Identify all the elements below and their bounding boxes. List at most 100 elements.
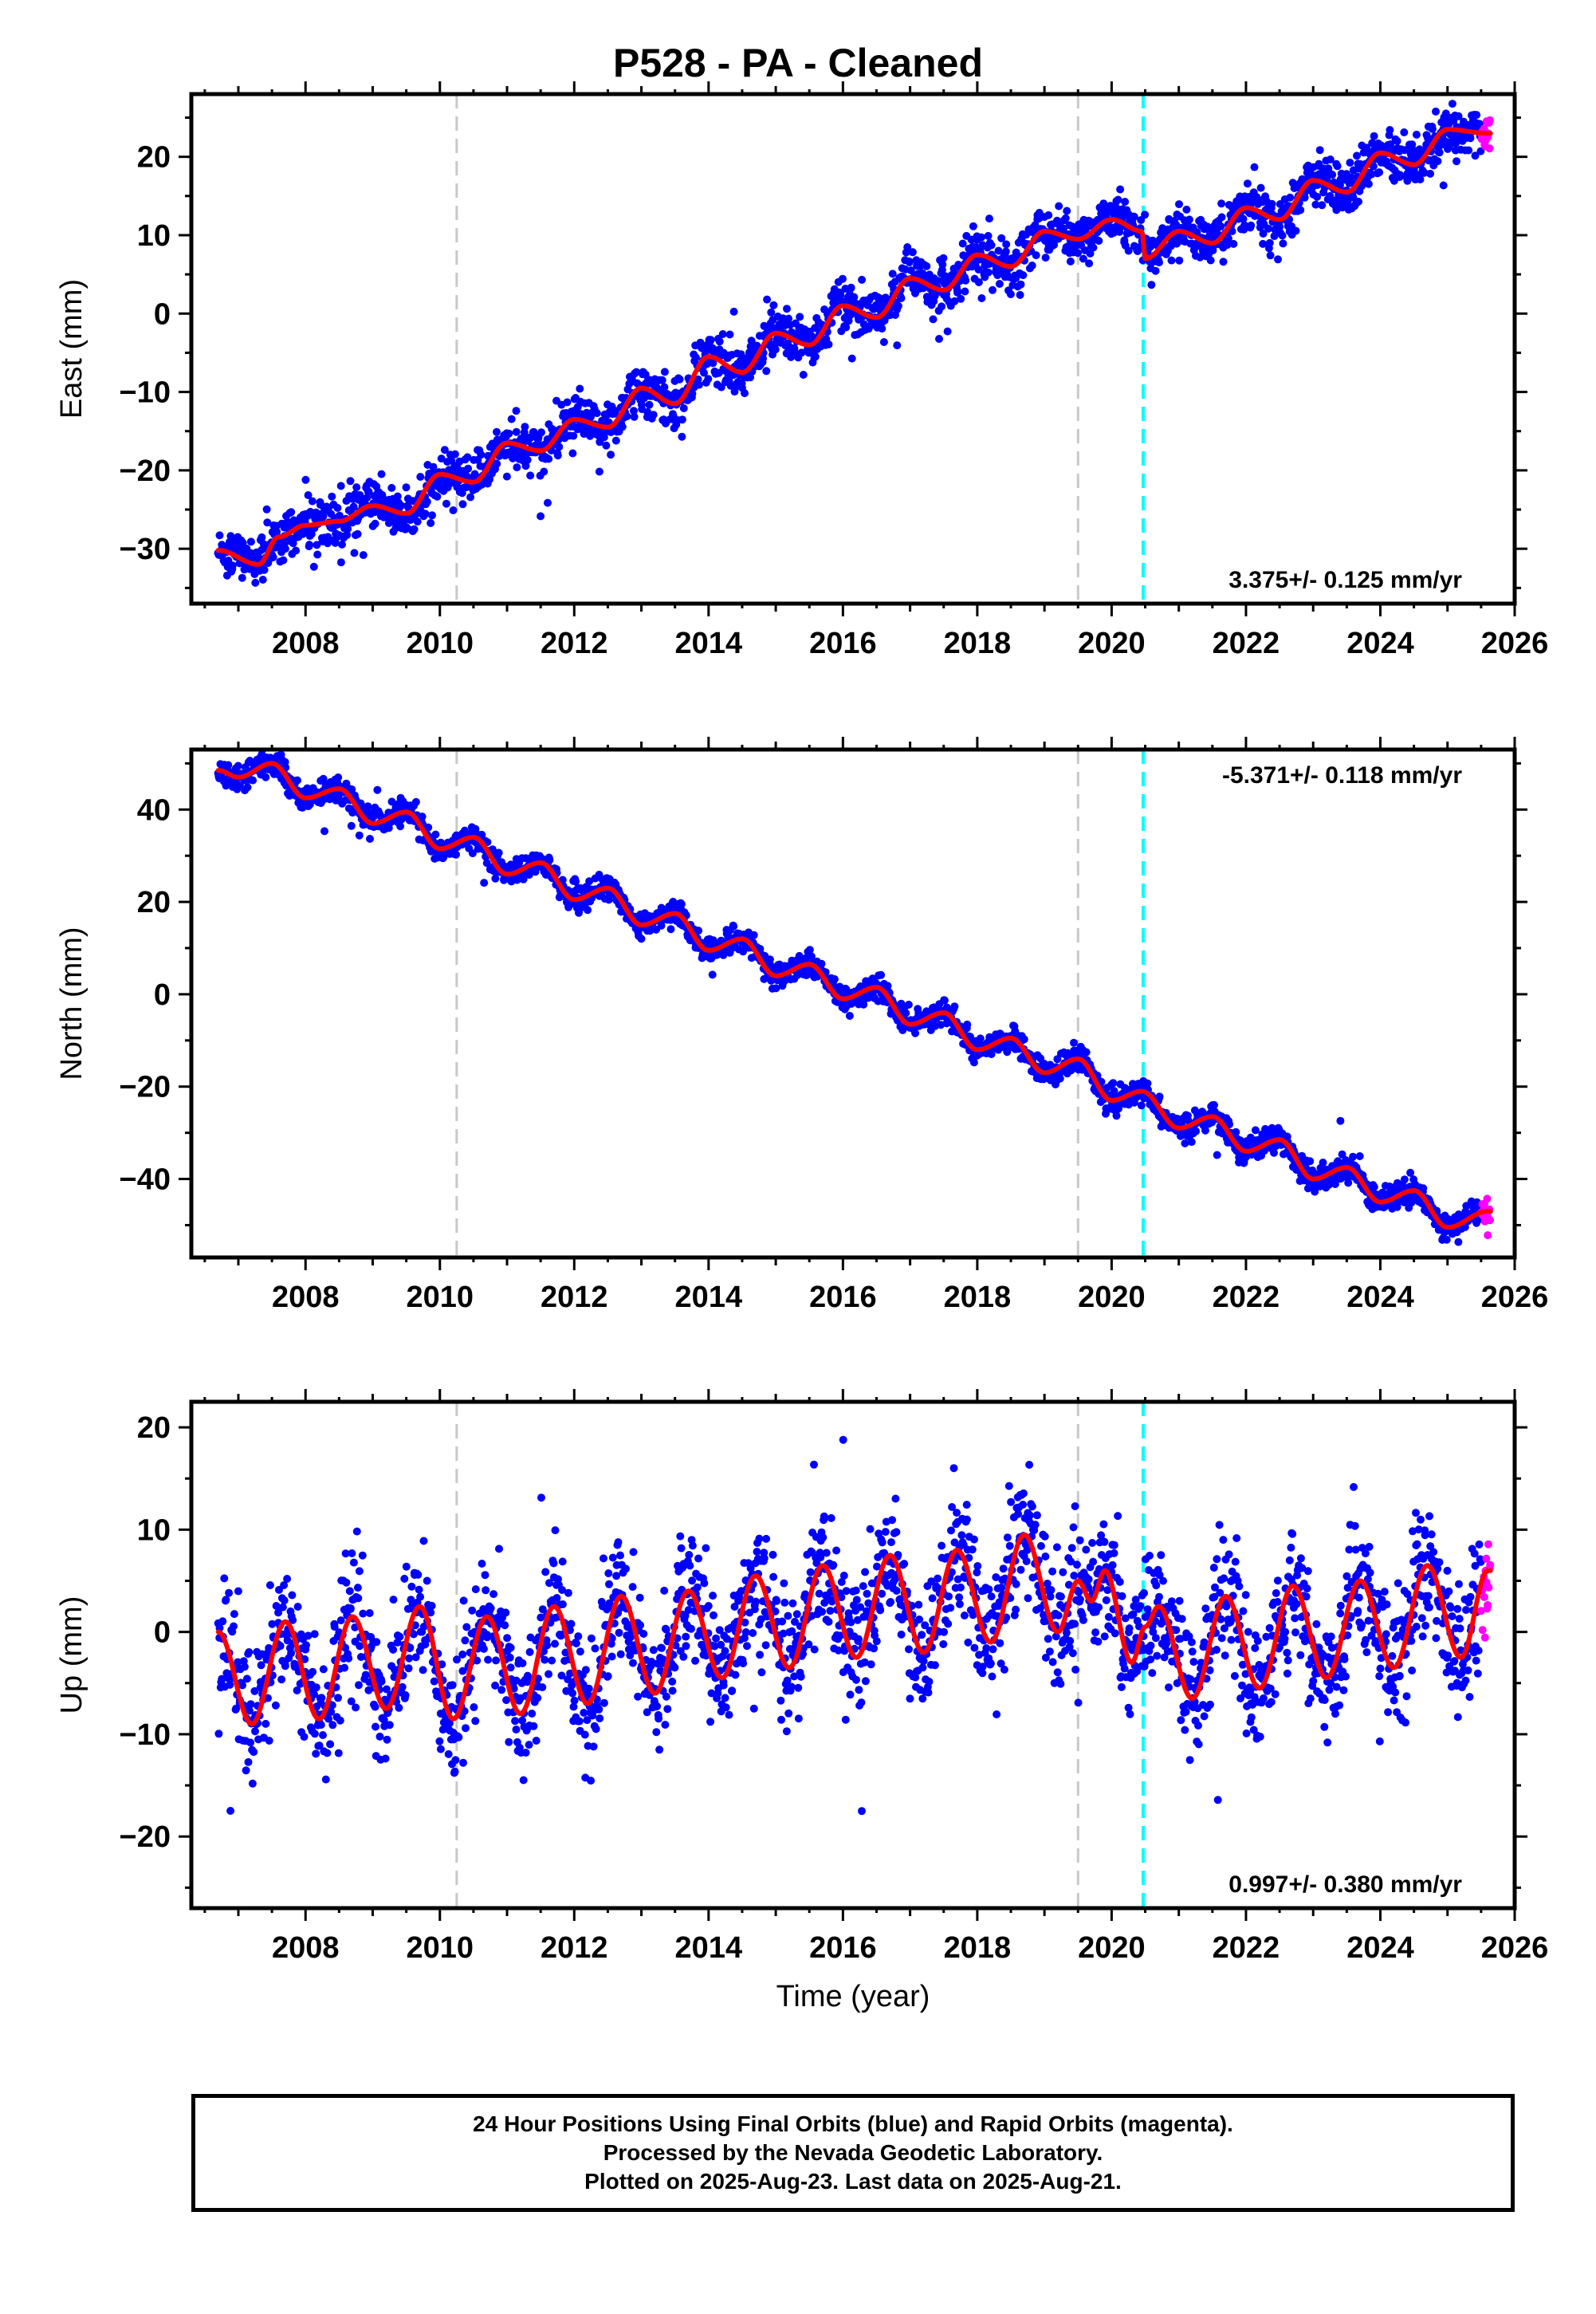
final-orbit-point [1085,259,1094,268]
final-orbit-point [477,451,485,459]
final-orbit-point [228,561,237,570]
final-orbit-point [961,276,970,285]
final-orbit-point [1002,240,1011,249]
final-orbit-point [1074,249,1082,258]
final-orbit-point [245,1648,254,1656]
final-orbit-point [450,450,459,458]
final-orbit-point [1086,249,1095,258]
final-orbit-point [1175,256,1184,265]
final-orbit-point [248,1779,257,1788]
final-orbit-point [257,533,266,541]
final-orbit-point [706,336,715,344]
y-tick-label: −20 [120,1071,171,1104]
final-orbit-point [1020,1035,1028,1044]
final-orbit-point [396,822,405,831]
final-orbit-point [293,1603,302,1611]
final-orbit-point [666,925,675,934]
final-orbit-point [1336,181,1344,190]
final-orbit-point [1466,134,1475,143]
final-orbit-point [836,289,845,298]
final-orbit-point [519,875,528,883]
final-orbit-point [1347,173,1356,182]
rapid-orbit-point [1486,1216,1495,1225]
final-orbit-point [338,540,346,549]
final-orbit-point [1370,1183,1378,1191]
final-orbit-point [278,1603,287,1612]
final-orbit-point [657,921,666,930]
final-orbit-point [893,341,902,350]
final-orbit-point [218,1617,227,1626]
x-tick-label: 2018 [944,1281,1012,1314]
final-orbit-point [545,856,554,864]
final-orbit-point [312,1683,320,1692]
final-orbit-point [1070,1038,1078,1047]
final-orbit-point [531,868,540,876]
final-orbit-point [1328,171,1337,179]
final-orbit-point [850,293,859,301]
x-tick-label: 2020 [1078,627,1146,660]
final-orbit-point [963,1020,972,1029]
final-orbit-point [540,467,548,476]
final-orbit-point [328,492,336,501]
final-orbit-point [349,502,358,511]
final-orbit-point [281,545,289,553]
final-orbit-point [277,1675,286,1684]
final-orbit-point [1349,1152,1358,1161]
final-orbit-point [393,492,402,501]
final-orbit-point [440,446,449,455]
final-orbit-point [1400,128,1409,136]
final-orbit-point [1274,255,1282,264]
final-orbit-point [1264,224,1272,233]
final-orbit-point [1032,251,1040,260]
final-orbit-point [464,464,473,473]
final-orbit-point [1181,1139,1189,1147]
final-orbit-point [749,931,758,939]
final-orbit-point [283,1575,292,1583]
final-orbit-point [1130,212,1138,221]
final-orbit-point [521,423,529,431]
final-orbit-point [224,761,233,769]
velocity-label: -5.371+/- 0.118 mm/yr [1222,762,1462,789]
final-orbit-point [1354,197,1362,206]
final-orbit-point [1386,126,1394,134]
final-orbit-point [348,785,356,793]
x-tick-label: 2008 [272,1281,340,1314]
rapid-orbit-point [1485,116,1494,124]
final-orbit-point [641,370,650,379]
y-tick-label: −30 [120,533,171,566]
final-orbit-point [226,1807,235,1815]
final-orbit-point [373,785,382,794]
final-orbit-point [1044,211,1053,219]
final-orbit-point [1364,179,1373,188]
final-orbit-point [347,821,356,830]
final-orbit-point [1196,253,1205,262]
final-orbit-point [235,781,244,789]
final-orbit-point [537,512,545,521]
final-orbit-point [1442,1235,1451,1244]
final-orbit-point [830,975,839,983]
final-orbit-point [953,289,962,297]
final-orbit-point [839,274,847,283]
final-orbit-point [287,1649,296,1658]
final-orbit-point [1349,193,1358,202]
final-orbit-point [544,455,553,463]
final-orbit-point [309,1667,317,1676]
final-orbit-point [234,1587,242,1596]
final-orbit-point [1121,198,1130,206]
final-orbit-point [1432,107,1440,116]
final-orbit-point [922,262,931,270]
final-orbit-point [1393,136,1401,145]
final-orbit-point [423,498,431,506]
final-orbit-point [903,243,912,251]
x-tick-label: 2012 [541,627,608,660]
final-orbit-point [1353,152,1361,160]
rapid-orbit-point [1484,1231,1492,1240]
x-tick-label: 2026 [1481,627,1549,660]
panel-north: 2008 2010 2012 2014 2016 2018 2020 2022 2024 2026… [55,737,1548,1314]
final-orbit-point [305,541,314,549]
final-orbit-point [1228,227,1236,235]
final-orbit-point [1454,112,1463,120]
final-orbit-point [1175,200,1183,209]
final-orbit-point [1276,222,1284,231]
final-orbit-point [251,1727,259,1736]
